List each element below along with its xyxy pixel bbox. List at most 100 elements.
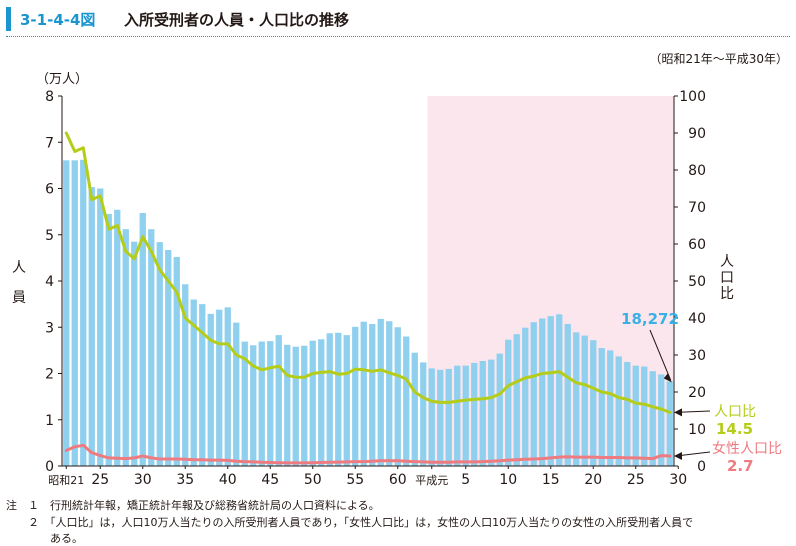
bar [275, 335, 282, 466]
x-tick-label: 20 [584, 472, 602, 488]
bar [445, 368, 452, 466]
period-label: （昭和21年～平成30年） [649, 52, 788, 66]
left-axis-unit: （万人） [36, 72, 88, 87]
bar [173, 256, 180, 466]
bar [590, 340, 597, 466]
left-axis-title-char: 員 [12, 290, 26, 306]
last-bar-leader-line [649, 329, 672, 381]
right-tick-label: 60 [688, 237, 706, 253]
bar [360, 321, 367, 466]
bar [292, 346, 299, 466]
bar [539, 318, 546, 466]
left-tick-label: 6 [45, 182, 54, 198]
bar [420, 362, 427, 466]
bar [403, 336, 410, 466]
bar [233, 322, 240, 466]
bar [165, 250, 172, 466]
x-tick-label: 25 [91, 472, 109, 488]
left-tick-label: 1 [45, 413, 54, 429]
x-tick-label: 5 [461, 472, 470, 488]
population-ratio-line [64, 131, 672, 414]
bar [88, 187, 95, 467]
right-tick-label: 50 [688, 274, 706, 290]
bar [369, 324, 376, 466]
bar [556, 314, 563, 466]
x-tick-label: 60 [389, 472, 407, 488]
bar [216, 309, 223, 466]
bar [199, 304, 206, 466]
left-axis-title-char: 人 [12, 260, 26, 276]
bar [190, 299, 197, 466]
figure-header: 3-1-4-4図 入所受刑者の人員・人口比の推移 [0, 0, 796, 40]
bar [666, 381, 673, 466]
left-tick-label: 2 [45, 367, 54, 383]
bar [513, 334, 520, 466]
x-tick-label: 45 [261, 472, 279, 488]
figure-title: 入所受刑者の人員・人口比の推移 [124, 11, 350, 29]
bar [241, 341, 248, 466]
last-bar-value-label: 18,272 [621, 310, 679, 328]
ratio-series-label: 人口比 [714, 404, 756, 420]
left-tick-label: 5 [45, 228, 54, 244]
left-tick-label: 3 [45, 320, 54, 336]
bar [139, 213, 146, 466]
header-divider [6, 36, 790, 37]
right-tick-label: 20 [688, 385, 706, 401]
bar [122, 229, 129, 466]
left-tick-label: 4 [45, 274, 54, 290]
bar [131, 241, 138, 466]
bar [462, 365, 469, 466]
bar [488, 359, 495, 466]
x-tick-label: 50 [304, 472, 322, 488]
right-axis-title-char: 比 [720, 286, 734, 302]
x-tick-label: 昭和21 [48, 474, 84, 487]
x-tick-label: 25 [627, 472, 645, 488]
right-tick-label: 10 [688, 422, 706, 438]
bar [454, 365, 461, 466]
right-tick-label: 0 [697, 459, 706, 475]
bar [377, 318, 384, 466]
x-tick-label: 平成元 [415, 474, 448, 487]
right-tick-label: 80 [688, 163, 706, 179]
left-tick-label: 0 [45, 459, 54, 475]
bar [182, 284, 189, 466]
bar [207, 313, 214, 466]
ratio-arrowhead [674, 408, 682, 417]
right-tick-label: 90 [688, 126, 706, 142]
bar [522, 327, 529, 466]
bar [63, 160, 70, 466]
bar [641, 366, 648, 466]
bar [335, 332, 342, 466]
x-tick-label: 55 [346, 472, 364, 488]
bar [471, 362, 478, 466]
bar [598, 348, 605, 466]
bar [479, 361, 486, 466]
right-axis-title-char: 口 [720, 270, 734, 286]
note-1: 注 １ 行刑統計年報，矯正統計年報及び総務省統計局の人口資料による。 [6, 499, 380, 512]
bar [224, 307, 231, 466]
bar [411, 352, 418, 466]
bar [505, 339, 512, 466]
right-tick-label: 100 [679, 89, 706, 105]
bar [97, 188, 104, 466]
bar [649, 371, 656, 466]
bar [284, 344, 291, 466]
right-tick-label: 70 [688, 200, 706, 216]
header-accent-bar [6, 7, 11, 31]
bar [267, 341, 274, 466]
figure-number: 3-1-4-4図 [20, 11, 96, 29]
x-tick-label: 15 [542, 472, 560, 488]
bar [615, 356, 622, 466]
female-ratio-series-label: 女性人口比 [712, 440, 782, 457]
bar [437, 369, 444, 466]
bar [250, 345, 257, 466]
bar [530, 322, 537, 466]
bar [301, 345, 308, 466]
bar [114, 209, 121, 466]
note-3: ある。 [6, 532, 83, 545]
bar [386, 321, 393, 466]
x-tick-label: 35 [176, 472, 194, 488]
note-2: ２ 「人口比」は，人口10万人当たりの入所受刑者人員であり，「女性人口比」は，女… [6, 516, 694, 529]
right-tick-label: 40 [688, 311, 706, 327]
